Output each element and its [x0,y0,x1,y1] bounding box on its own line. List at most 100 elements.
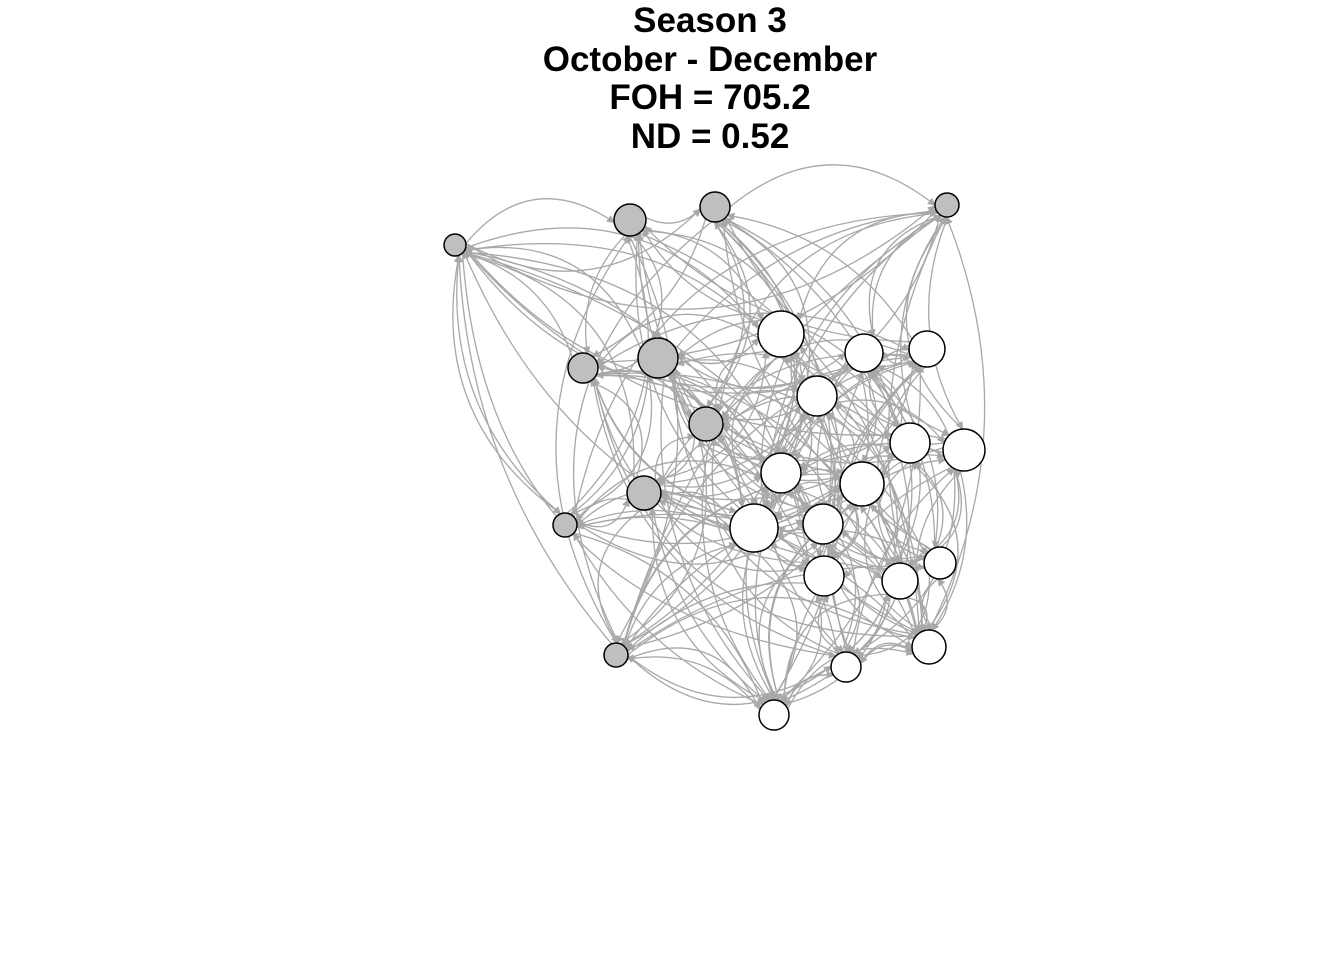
edge-w16-w12 [778,593,823,702]
edge-w10-g6 [669,371,810,511]
edge-w15-w7 [786,491,857,654]
node-g9 [552,512,578,538]
node-w4 [796,375,838,417]
edge-w6-w14 [931,470,968,632]
node-w1 [757,310,805,358]
node-g5 [567,352,599,384]
edge-w5-w16 [779,460,911,703]
node-g2 [613,203,647,237]
edge-g10-w11 [627,562,926,653]
node-g3 [699,191,731,223]
edge-w5-g6 [676,352,892,437]
edge-w6-g4 [905,216,963,430]
title-foh: FOH = 705.2 [609,78,811,117]
edge-g10-g2 [555,235,631,644]
node-w8 [839,461,885,507]
edge-g8-g5 [588,380,643,478]
node-w6 [942,428,986,472]
edge-w14-w8 [869,503,924,632]
edge-g9-g2 [567,234,649,514]
edge-w16-w15 [785,670,835,707]
edge-w5-w7 [799,443,891,470]
edge-w15-w12 [817,594,843,653]
edge-w13-w4 [824,413,899,565]
node-w9 [729,503,779,553]
edge-w4-g7 [721,389,798,421]
edge-w9-g5 [592,377,737,513]
edge-g9-g4 [573,208,939,518]
edge-w12-g9 [575,516,805,573]
node-w16 [758,699,790,731]
edge-w14-g4 [929,216,986,631]
edge-g10-g7 [620,438,707,645]
edge-w1-g5 [597,313,759,367]
edge-g4-w6 [928,216,964,430]
edge-w11-w14 [921,578,939,631]
node-w12 [803,555,845,597]
node-g7 [688,406,724,442]
edge-w4-g3 [721,219,811,379]
edge-w14-g5 [592,376,916,637]
edge-w9-g8 [659,491,732,522]
edge-w15-w14 [860,644,914,664]
edge-g1-g2 [465,198,616,244]
graph-title: Season 3 October - December FOH = 705.2 … [0,1,1344,156]
node-g4 [934,192,960,218]
edge-g2-g6 [632,235,663,340]
edge-w16-w3 [779,364,925,702]
edge-g3-g4 [729,164,936,208]
edge-g3-g10 [573,221,713,645]
edge-g1-g3 [465,208,701,272]
edge-g9-g1 [452,254,561,515]
node-w10 [802,503,844,545]
edge-w15-w10 [825,543,861,653]
edge-w16-g10 [626,654,761,711]
edge-g8-g10 [597,509,642,645]
node-w7 [760,452,802,494]
edge-g6-g9 [570,375,649,516]
edge-g1-g4 [465,205,936,310]
edge-w16-g9 [573,532,764,706]
edge-w11-w10 [841,529,925,562]
edge-g2-g5 [582,234,626,355]
node-w11 [923,546,957,580]
edge-w8-w14 [864,504,924,632]
edge-w14-w11 [930,578,948,631]
edge-w2-g6 [677,320,846,359]
edge-w4-w1 [791,352,809,379]
edge-w8-g6 [673,367,844,476]
node-w14 [911,629,947,665]
edge-w14-g6 [668,371,918,636]
node-w13 [881,562,919,600]
edge-w13-g1 [462,250,886,571]
edge-w14-g2 [636,232,920,634]
edge-g3-g7 [706,221,745,408]
edge-w11-w5 [914,461,944,548]
node-w15 [830,651,862,683]
edge-g5-w3 [597,312,910,368]
edge-w1-g2 [642,228,763,321]
edge-g10-w15 [627,655,832,705]
node-layer [443,191,986,731]
edge-w5-w2 [871,369,903,426]
node-g6 [637,337,679,379]
edge-w14-w7 [793,486,919,635]
edge-g4-g7 [715,212,939,414]
edge-g6-g1 [463,245,642,349]
edge-w16-w10 [758,542,819,701]
edge-g1-g9 [456,255,562,515]
edge-w3-g3 [726,212,913,340]
edge-g6-w16 [660,376,771,702]
edge-g3-w16 [716,221,843,701]
edge-w15-g10 [627,654,832,698]
edge-w12-g10 [626,582,806,652]
edge-w14-g8 [658,498,915,640]
node-w5 [889,422,931,464]
edge-w14-w6 [916,469,962,631]
edge-w13-w14 [907,596,930,633]
edge-w2-g4 [871,214,943,337]
edge-w1-w9 [731,356,779,506]
edge-g8-w12 [658,499,807,573]
title-nd: ND = 0.52 [630,116,790,156]
